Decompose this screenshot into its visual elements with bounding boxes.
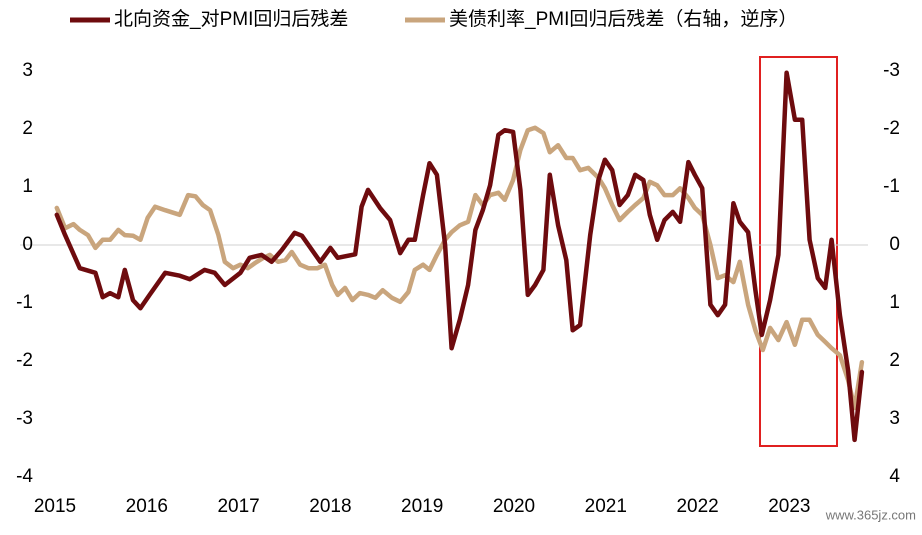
y2-tick-label: -2: [883, 118, 900, 139]
y2-tick-label: 1: [889, 292, 900, 313]
y2-tick-label: -3: [883, 60, 900, 81]
x-tick-label: 2022: [676, 496, 718, 517]
y2-tick-label: 3: [889, 408, 900, 429]
series-line: [54, 70, 865, 443]
x-tick-label: 2021: [585, 496, 627, 517]
legend-label: 美债利率_PMI回归后残差（右轴，逆序）: [449, 8, 797, 30]
y-tick-label: 0: [22, 234, 33, 255]
y-tick-label: 1: [22, 176, 33, 197]
x-tick-label: 2016: [126, 496, 168, 517]
legend-label: 北向资金_对PMI回归后残差: [114, 8, 348, 30]
y2-tick-label: 0: [889, 234, 900, 255]
x-tick-label: 2019: [401, 496, 443, 517]
y-tick-label: -3: [16, 408, 33, 429]
x-tick-label: 2020: [493, 496, 535, 517]
y-tick-label: 3: [22, 60, 33, 81]
y2-tick-label: -1: [883, 176, 900, 197]
plot-area: -4 -3 -2 -1 0 1 2 3 4 3 2 1 0 -1 -2 -3 2015 2016 2017 2018 2…: [16, 60, 900, 517]
x-tick-label: 2023: [768, 496, 810, 517]
highlight-box: [759, 56, 838, 447]
y-tick-label: -2: [16, 350, 33, 371]
y2-tick-label: 2: [889, 350, 900, 371]
y-tick-label: -4: [16, 466, 33, 487]
x-tick-label: 2015: [34, 496, 76, 517]
x-tick-label: 2017: [217, 496, 259, 517]
x-tick-label: 2018: [309, 496, 351, 517]
y-tick-label: 2: [22, 118, 33, 139]
watermark: www.365jz.com: [825, 507, 916, 522]
y-tick-label: -1: [16, 292, 33, 313]
y2-tick-label: 4: [889, 466, 900, 487]
legend: 北向资金_对PMI回归后残差 美债利率_PMI回归后残差（右轴，逆序）: [70, 8, 797, 30]
series-line: [54, 125, 865, 411]
